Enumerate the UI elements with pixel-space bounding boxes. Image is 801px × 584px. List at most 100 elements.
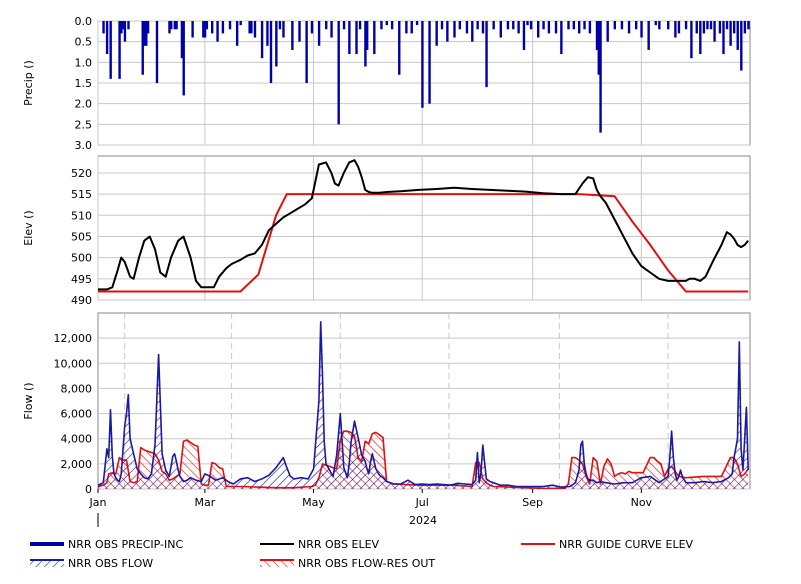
flow-y-tick-label: 0 xyxy=(85,483,92,496)
precip-bar xyxy=(465,21,469,34)
precip-bar xyxy=(677,21,681,34)
precip-y-tick-label: 2.0 xyxy=(75,98,93,111)
precip-bar xyxy=(706,21,709,30)
precip-bar xyxy=(173,21,177,30)
precip-bar xyxy=(440,21,444,30)
precip-bar xyxy=(588,21,592,34)
legend-label-elev: NRR OBS ELEV xyxy=(298,538,380,551)
precip-bar xyxy=(747,21,750,30)
precip-bars xyxy=(102,21,750,133)
precip-bar xyxy=(547,21,551,34)
precip-bar xyxy=(205,21,209,30)
precip-bar xyxy=(269,21,273,83)
precip-bar xyxy=(713,21,716,42)
legend-swatch-flow xyxy=(30,560,64,567)
precip-bar xyxy=(221,21,225,34)
precip-bar xyxy=(250,21,253,34)
x-axis-year-label: 2024 xyxy=(409,514,437,527)
precip-bar xyxy=(506,21,510,30)
precip-y-tick-label: 0.5 xyxy=(75,36,93,49)
precip-bar xyxy=(725,21,729,30)
precip-bar xyxy=(481,21,485,34)
flow-y-tick-label: 12,000 xyxy=(54,332,93,345)
precip-bar xyxy=(373,21,376,55)
precip-bar xyxy=(109,21,112,79)
precip-bar xyxy=(722,21,725,55)
legend-item-flow: NRR OBS FLOW xyxy=(30,557,153,570)
precip-bar xyxy=(248,21,251,34)
precip-bar xyxy=(476,21,479,30)
precip-bar xyxy=(415,21,419,26)
precip-bar xyxy=(658,21,661,30)
precip-bar xyxy=(260,21,264,59)
precip-bar xyxy=(729,21,732,46)
legend-swatch-resout xyxy=(260,560,294,567)
precip-bar xyxy=(211,21,214,34)
precip-bar xyxy=(709,21,713,30)
precip-y-tick-label: 2.5 xyxy=(75,118,93,131)
flow-y-tick-label: 4,000 xyxy=(61,433,93,446)
precip-bar xyxy=(667,21,670,30)
precip-bar xyxy=(410,21,413,34)
x-tick-label: Jan xyxy=(89,496,107,509)
elev-y-ticks: 490 495 500 505 510 515 520 xyxy=(71,167,92,307)
precip-bar xyxy=(537,21,540,38)
precip-y-tick-label: 0.0 xyxy=(75,15,93,28)
elev-y-tick-label: 515 xyxy=(71,188,92,201)
precip-bar xyxy=(310,21,314,34)
precip-bar xyxy=(740,21,743,71)
precip-bar xyxy=(168,21,171,34)
flow-areas xyxy=(98,320,749,489)
precip-bar xyxy=(435,21,438,46)
precip-bar xyxy=(298,21,301,42)
precip-bar xyxy=(699,21,702,55)
precip-bar xyxy=(278,21,282,30)
x-tick-label: Sep xyxy=(522,496,543,509)
precip-y-axis-label: Precip () xyxy=(22,60,35,106)
elev-y-tick-label: 520 xyxy=(71,167,92,180)
precip-bar xyxy=(577,21,581,34)
elev-y-axis-label: Elev () xyxy=(22,210,35,245)
precip-bar xyxy=(170,21,173,30)
precip-bar xyxy=(121,21,125,30)
flow-y-tick-label: 6,000 xyxy=(61,408,93,421)
precip-bar xyxy=(155,21,159,83)
precip-bar xyxy=(385,21,388,26)
precip-bar xyxy=(597,21,600,75)
precip-bar xyxy=(613,21,617,30)
precip-bar xyxy=(485,21,488,88)
precip-bar xyxy=(421,21,424,108)
precip-bar xyxy=(595,21,599,50)
legend-item-guide: NRR GUIDE CURVE ELEV xyxy=(521,538,694,551)
precip-bar xyxy=(398,21,401,75)
precip-bar xyxy=(141,21,144,75)
flow-y-tick-label: 8,000 xyxy=(61,382,93,395)
precip-bar xyxy=(120,21,123,34)
precip-bar xyxy=(492,21,495,30)
legend-item-precip: NRR OBS PRECIP-INC xyxy=(30,538,183,551)
precip-bar xyxy=(365,21,369,50)
precip-bar xyxy=(554,21,558,34)
precip-bar xyxy=(526,21,529,26)
elev-lines xyxy=(98,159,749,293)
precip-bar xyxy=(743,21,747,34)
elev-panel: 490 495 500 505 510 515 520 Elev () xyxy=(22,155,751,307)
precip-bar xyxy=(458,21,462,30)
precip-y-tick-label: 1.0 xyxy=(75,56,93,69)
precip-bar xyxy=(180,21,184,59)
precip-bar xyxy=(627,21,631,34)
precip-bar xyxy=(145,21,148,46)
precip-bar xyxy=(337,21,340,125)
elev-y-tick-label: 500 xyxy=(71,252,92,265)
precip-y-tick-label: 3.0 xyxy=(75,139,93,152)
precip-bar xyxy=(390,21,394,30)
precip-bar xyxy=(364,21,367,67)
obs-elev-line xyxy=(98,159,749,291)
precip-bar xyxy=(471,21,474,42)
precip-bar xyxy=(517,21,520,34)
precip-bar xyxy=(143,21,146,46)
x-tick-label: May xyxy=(302,496,325,509)
precip-bar xyxy=(330,21,333,38)
legend-item-resout: NRR OBS FLOW-RES OUT xyxy=(260,557,435,570)
